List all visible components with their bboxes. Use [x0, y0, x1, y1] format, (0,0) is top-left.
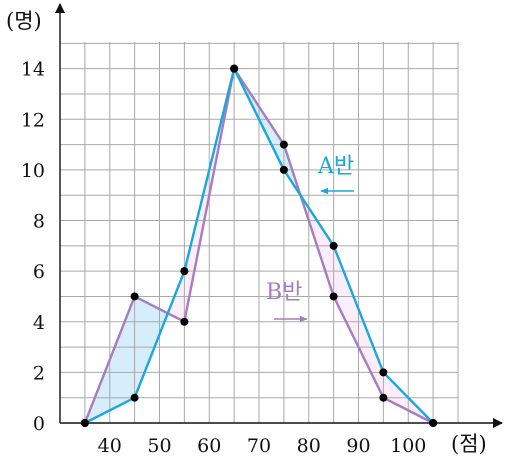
y-tick-label: 4	[33, 312, 45, 334]
data-point-a	[379, 368, 388, 377]
data-point-b	[279, 140, 288, 149]
axes	[55, 3, 503, 428]
data-point-b	[80, 419, 89, 427]
tick-labels: 40 50 60 70 80 90 100 0 2 4 6 8 10 12 14	[21, 59, 427, 457]
x-tick-label: 50	[147, 435, 171, 457]
y-tick-label: 6	[33, 261, 45, 283]
data-point-b	[329, 292, 338, 301]
series-line-a	[84, 65, 434, 425]
data-points	[80, 64, 438, 427]
data-point-a	[180, 267, 189, 276]
data-point-a	[279, 165, 288, 174]
legend-label-a: A반	[317, 154, 354, 179]
x-tick-label: 90	[346, 435, 370, 457]
data-point-b	[180, 317, 189, 326]
data-point-b	[230, 64, 239, 73]
x-tick-label: 60	[197, 435, 221, 457]
data-point-a	[130, 393, 139, 402]
data-point-b	[379, 393, 388, 402]
x-tick-label: 100	[390, 435, 426, 457]
x-tick-label: 70	[247, 435, 271, 457]
y-tick-label: 10	[21, 160, 45, 182]
data-point-a	[329, 241, 338, 250]
x-tick-label: 40	[98, 435, 122, 457]
series-lines	[83, 65, 434, 425]
y-tick-label: 8	[33, 211, 45, 233]
legend-label-b: B반	[266, 280, 302, 305]
y-tick-label: 2	[33, 362, 45, 384]
x-tick-label: 80	[297, 435, 321, 457]
y-tick-label: 0	[33, 413, 45, 435]
x-axis-label: (점)	[451, 432, 487, 456]
series-line-b	[83, 65, 434, 425]
gridlines	[60, 42, 459, 423]
y-tick-label: 14	[21, 59, 45, 81]
data-point-b	[429, 419, 438, 427]
data-point-b	[130, 292, 139, 301]
y-axis-label: (명)	[6, 9, 42, 33]
y-tick-label: 12	[21, 109, 45, 131]
